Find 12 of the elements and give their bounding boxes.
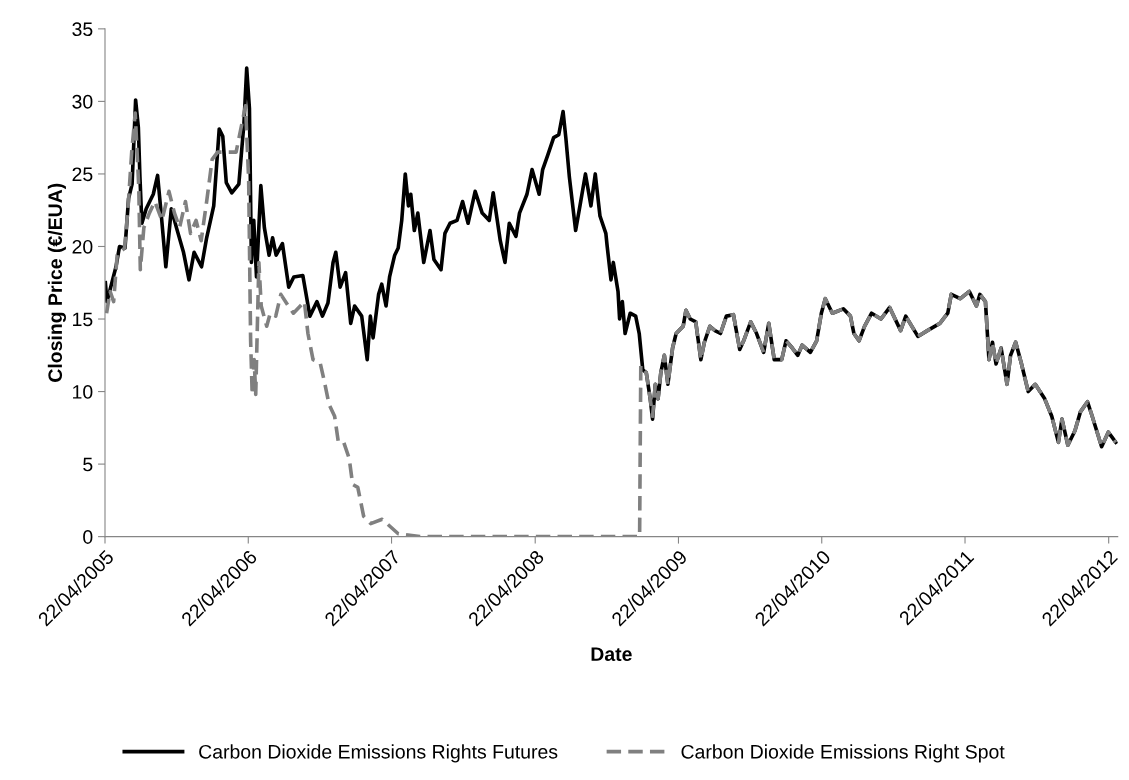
y-tick-label: 20 <box>72 239 93 254</box>
y-tick-label: 25 <box>72 167 93 182</box>
legend-label: Carbon Dioxide Emissions Right Spot <box>681 744 1005 763</box>
x-axis-title: Date <box>591 647 632 662</box>
y-tick-label: 35 <box>72 22 93 37</box>
y-tick-label: 0 <box>83 530 93 544</box>
legend-label: Carbon Dioxide Emissions Rights Futures <box>199 744 558 763</box>
y-tick-label: 10 <box>73 385 93 399</box>
y-tick-label: 5 <box>83 457 93 472</box>
y-tick-label: 15 <box>73 312 93 327</box>
y-tick-label: 30 <box>72 94 93 109</box>
y-axis-title: Closing Price (€/EUA) <box>47 183 67 382</box>
